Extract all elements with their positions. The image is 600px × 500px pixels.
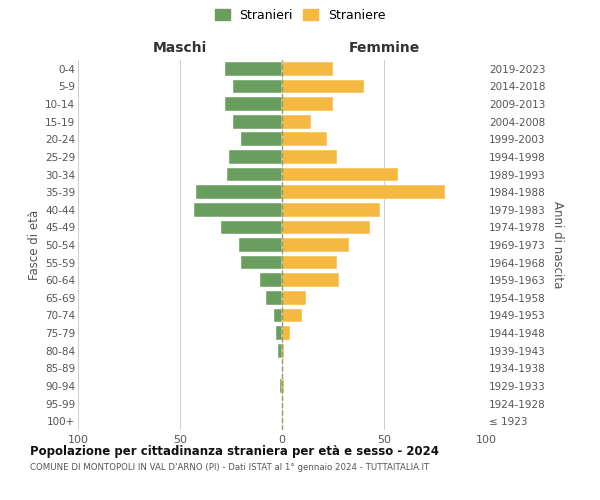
Bar	[282, 186, 445, 199]
Bar	[282, 344, 284, 358]
Bar	[282, 379, 284, 393]
Bar	[194, 203, 282, 216]
Bar	[282, 256, 337, 270]
Bar	[241, 256, 282, 270]
Bar	[266, 291, 282, 304]
Bar	[282, 115, 311, 128]
Bar	[227, 168, 282, 181]
Legend: Stranieri, Straniere: Stranieri, Straniere	[212, 6, 388, 24]
Text: Femmine: Femmine	[349, 41, 419, 55]
Y-axis label: Anni di nascita: Anni di nascita	[551, 202, 564, 288]
Bar	[282, 80, 364, 94]
Bar	[282, 220, 370, 234]
Bar	[282, 62, 333, 76]
Y-axis label: Fasce di età: Fasce di età	[28, 210, 41, 280]
Bar	[225, 97, 282, 111]
Bar	[274, 308, 282, 322]
Bar	[233, 80, 282, 94]
Bar	[282, 150, 337, 164]
Text: COMUNE DI MONTOPOLI IN VAL D'ARNO (PI) - Dati ISTAT al 1° gennaio 2024 - TUTTAIT: COMUNE DI MONTOPOLI IN VAL D'ARNO (PI) -…	[30, 464, 429, 472]
Bar	[221, 220, 282, 234]
Bar	[196, 186, 282, 199]
Bar	[282, 308, 302, 322]
Bar	[282, 274, 339, 287]
Bar	[282, 168, 398, 181]
Bar	[280, 379, 282, 393]
Bar	[282, 203, 380, 216]
Text: Maschi: Maschi	[153, 41, 207, 55]
Bar	[282, 97, 333, 111]
Bar	[282, 291, 307, 304]
Bar	[278, 344, 282, 358]
Bar	[260, 274, 282, 287]
Bar	[276, 326, 282, 340]
Bar	[233, 115, 282, 128]
Bar	[282, 238, 349, 252]
Bar	[225, 62, 282, 76]
Bar	[229, 150, 282, 164]
Bar	[239, 238, 282, 252]
Bar	[282, 326, 290, 340]
Text: Popolazione per cittadinanza straniera per età e sesso - 2024: Popolazione per cittadinanza straniera p…	[30, 444, 439, 458]
Bar	[241, 132, 282, 146]
Bar	[282, 132, 327, 146]
